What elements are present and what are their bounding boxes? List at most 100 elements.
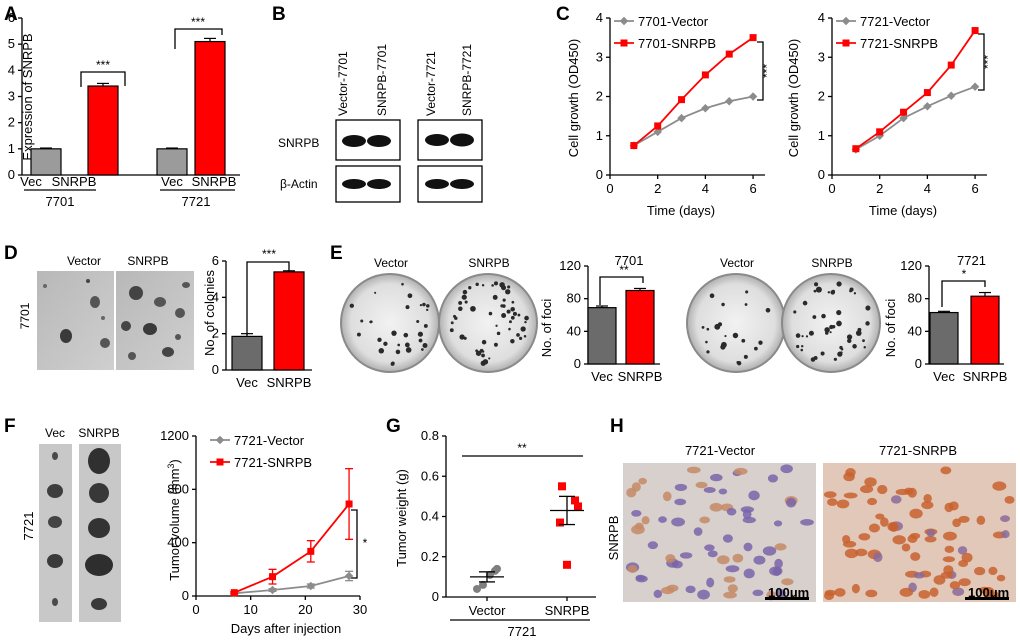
chart-E1-title: 7701 <box>615 253 644 268</box>
ihc-nucleus-snrpb <box>865 589 878 598</box>
panel-letter-g: G <box>386 416 401 437</box>
legend-label-C1-1: 7701-Vector <box>638 14 709 29</box>
chart-C1-y-tick-label: 4 <box>596 10 603 25</box>
focus-dot <box>852 344 857 349</box>
ihc-nucleus-snrpb <box>961 552 973 563</box>
focus-dot <box>356 332 361 337</box>
focus-dot <box>800 348 804 352</box>
focus-dot <box>496 331 501 336</box>
focus-dot <box>488 311 493 316</box>
panel-c-sig-bracket-2 <box>978 33 985 91</box>
panel-letter-a: A <box>4 4 18 25</box>
focus-dot <box>814 282 819 287</box>
chart-F-y-tick-label: 0 <box>182 588 189 603</box>
ihc-nucleus-vector <box>706 577 715 588</box>
chart-E2-title: 7721 <box>957 253 986 268</box>
panel-e-img-label-1: Vector <box>374 256 408 270</box>
panel-letter-e: E <box>330 243 343 264</box>
panel-f-row-label: 7721 <box>21 512 36 541</box>
ihc-nucleus-vector <box>635 522 644 530</box>
panel-a-bar-chart: Expression of SNRPB Vec SNRPB Vec SNRPB … <box>20 15 236 209</box>
ihc-nucleus-vector <box>752 589 764 597</box>
focus-dot <box>795 333 801 338</box>
focus-dot <box>849 287 854 292</box>
panel-a-ylabel: Expression of SNRPB <box>20 33 35 160</box>
focus-dot <box>805 335 809 338</box>
point-C1-snrpb <box>654 122 662 130</box>
panel-e-sig-bracket-2 <box>941 280 986 307</box>
foci-dish-7721-snrpb <box>781 273 881 373</box>
panel-e-sig-1: ** <box>619 263 629 277</box>
chart-A-y-tick-label: 5 <box>8 36 15 51</box>
panel-c-xlabel-1: Time (days) <box>647 203 715 218</box>
ihc-nucleus-snrpb <box>844 548 859 559</box>
focus-dot <box>450 321 454 325</box>
chart-A-y-tick-label: 4 <box>8 62 15 77</box>
focus-dot <box>724 334 727 338</box>
focus-dot <box>829 331 832 334</box>
point-C2-snrpb <box>876 128 884 136</box>
focus-dot <box>461 294 467 300</box>
ihc-nucleus-vector <box>709 502 723 512</box>
focus-dot <box>706 350 710 354</box>
panel-f: Vec SNRPB 7721 Tumor volume (mm3) Days a… <box>21 426 368 636</box>
ihc-nucleus-snrpb <box>855 548 868 557</box>
focus-dot <box>491 284 494 287</box>
chart-D-y-tick-label: 0 <box>212 362 219 377</box>
ihc-nucleus-vector <box>774 558 783 569</box>
focus-dot <box>721 302 725 307</box>
focus-dot <box>820 351 825 356</box>
focus-dot <box>405 305 410 310</box>
panel-e-ylabel-2: No. of foci <box>883 299 898 358</box>
ihc-nucleus-vector <box>767 474 778 483</box>
ihc-nucleus-snrpb <box>895 488 910 496</box>
focus-dot <box>846 334 853 340</box>
point-G-snrpb <box>558 482 566 491</box>
focus-dot <box>801 335 804 338</box>
ihc-nucleus-snrpb <box>901 543 911 552</box>
point-F-snrpb <box>269 573 277 581</box>
bar-D-1 <box>231 335 263 371</box>
ihc-nucleus-snrpb <box>864 477 877 487</box>
ihc-nucleus-vector <box>716 555 730 565</box>
series-line-C2-2 <box>855 30 976 150</box>
focus-dot <box>741 338 746 343</box>
ihc-nucleus-snrpb <box>929 587 939 597</box>
ihc-nucleus-snrpb <box>996 574 1006 582</box>
focus-dot <box>488 357 491 360</box>
ihc-nucleus-snrpb <box>1001 530 1010 539</box>
panel-b-western-blot: Vector-7701 SNRPB-7701 Vector-7721 SNRPB… <box>278 44 483 203</box>
focus-dot <box>501 312 507 318</box>
ihc-nucleus-snrpb <box>842 540 857 548</box>
chart-A-y-tick-label: 0 <box>8 167 15 182</box>
focus-dot <box>508 327 511 331</box>
ihc-nucleus-snrpb <box>974 566 986 576</box>
chart-D-xcat-1: Vec <box>236 375 258 390</box>
ihc-nucleus-snrpb <box>952 518 961 528</box>
ihc-nucleus-snrpb <box>940 466 952 475</box>
ihc-nucleus-snrpb <box>926 529 936 537</box>
ihc-nucleus-vector <box>638 477 647 485</box>
panel-f-sig-bracket <box>351 509 358 579</box>
foci-dish-7701-vector <box>340 273 440 373</box>
focus-dot <box>765 307 771 313</box>
legend-marker-F-2 <box>216 458 224 466</box>
ihc-nucleus-snrpb <box>823 491 837 498</box>
panel-b-row-actin: β-Actin <box>280 177 318 191</box>
ihc-nucleus-snrpb <box>958 578 971 587</box>
focus-dot <box>510 339 515 344</box>
ihc-nucleus-snrpb <box>851 583 860 594</box>
legend-label-C2-2: 7721-SNRPB <box>860 36 938 51</box>
focus-dot <box>493 281 499 286</box>
ihc-nucleus-vector <box>674 483 688 492</box>
focus-dot <box>512 311 517 316</box>
ihc-nucleus-vector <box>693 527 703 536</box>
ihc-nucleus-vector <box>742 509 752 520</box>
focus-dot <box>821 313 826 319</box>
chart-A-y-tick-label: 2 <box>8 115 15 130</box>
blot-band <box>342 135 366 147</box>
chart-E2-y-tick-label: 40 <box>908 323 922 338</box>
focus-dot <box>495 324 498 327</box>
point-G-vector <box>473 584 481 593</box>
